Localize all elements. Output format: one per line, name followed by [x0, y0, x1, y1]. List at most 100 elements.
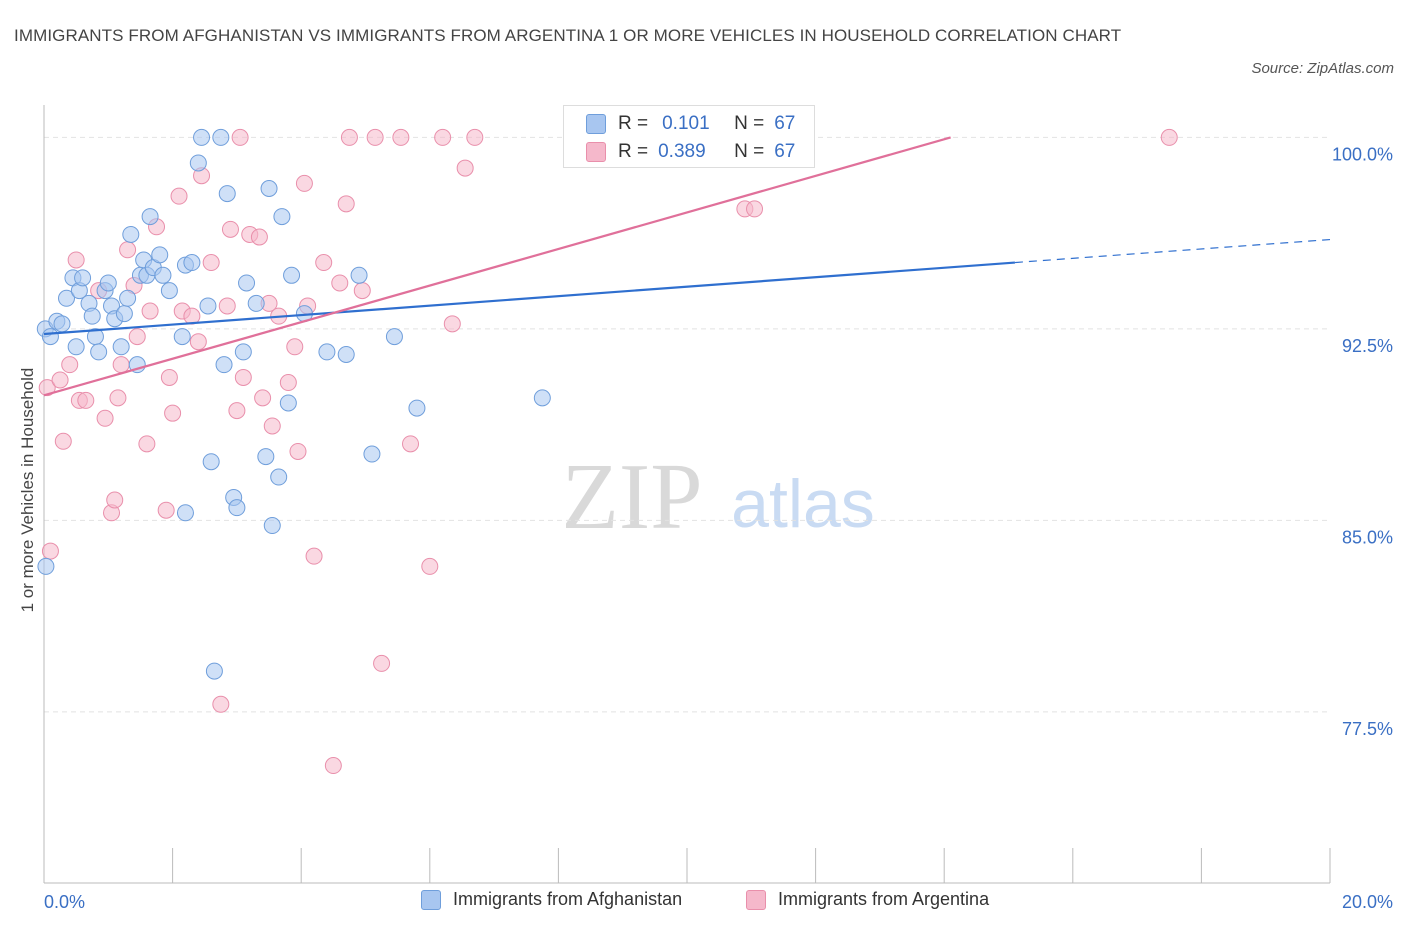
point-afghanistan-5: [58, 289, 76, 307]
point-argentina-35: [250, 228, 268, 246]
stats-row-afghanistan: R = 0.101 N = 67: [586, 111, 795, 137]
point-afghanistan-29: [154, 266, 172, 284]
point-argentina-15: [128, 328, 146, 346]
point-argentina-5: [67, 251, 85, 269]
point-afghanistan-57: [350, 266, 368, 284]
data-points: [36, 128, 1178, 775]
point-argentina-58: [443, 315, 461, 333]
point-afghanistan-46: [247, 294, 265, 312]
point-argentina-55: [402, 435, 420, 453]
point-argentina-11: [106, 491, 124, 509]
trend-line-afghanistan: [43, 261, 1016, 336]
point-afghanistan-38: [205, 662, 223, 680]
trend-line-afghanistan-extension: [1014, 238, 1331, 264]
legend-label-argentina: Immigrants from Argentina: [778, 889, 990, 909]
point-argentina-4: [61, 356, 79, 374]
point-afghanistan-51: [273, 208, 291, 226]
point-argentina-3: [54, 432, 72, 450]
stats-r-value-argentina: 0.389: [658, 141, 706, 162]
point-afghanistan-50: [270, 468, 288, 486]
stats-r-value-afghanistan: 0.101: [662, 113, 710, 134]
stats-row-argentina: R = 0.389 N = 67: [586, 139, 795, 165]
point-afghanistan-26: [141, 208, 159, 226]
point-argentina-41: [286, 338, 304, 356]
point-argentina-47: [324, 757, 342, 775]
afghanistan-swatch: [586, 114, 606, 134]
legend-item-afghanistan[interactable]: Immigrants from Afghanistan: [421, 889, 682, 910]
point-afghanistan-21: [122, 225, 140, 243]
point-afghanistan-6: [67, 338, 85, 356]
point-afghanistan-4: [53, 315, 71, 333]
point-afghanistan-9: [74, 269, 92, 287]
point-argentina-52: [366, 128, 384, 146]
point-argentina-28: [212, 695, 230, 713]
point-argentina-7: [77, 391, 95, 409]
point-afghanistan-61: [533, 389, 551, 407]
point-afghanistan-31: [173, 328, 191, 346]
axes: [43, 105, 1331, 884]
y-tick-label-0: 100.0%: [1332, 144, 1393, 164]
legend-label-afghanistan: Immigrants from Afghanistan: [453, 889, 683, 909]
stats-n-label-argentina: N =: [734, 141, 765, 162]
stats-r-label-afghanistan: R =: [618, 113, 649, 134]
point-argentina-13: [119, 241, 137, 259]
point-argentina-33: [234, 368, 252, 386]
point-argentina-38: [263, 417, 281, 435]
trend-lines: [43, 136, 1331, 397]
point-afghanistan-11: [83, 307, 101, 325]
point-afghanistan-55: [318, 343, 336, 361]
stats-n-value-argentina: 67: [774, 141, 796, 162]
point-afghanistan-1: [37, 557, 55, 575]
point-argentina-46: [315, 254, 333, 272]
point-afghanistan-37: [202, 453, 220, 471]
point-argentina-45: [305, 547, 323, 565]
point-afghanistan-60: [408, 399, 426, 417]
point-afghanistan-19: [115, 305, 133, 323]
point-argentina-40: [279, 374, 297, 392]
grid: [44, 136, 1330, 713]
point-afghanistan-62: [176, 504, 194, 522]
point-afghanistan-33: [183, 254, 201, 272]
point-afghanistan-15: [99, 274, 117, 292]
point-argentina-57: [434, 128, 452, 146]
x-tick-label-1: 20.0%: [1342, 892, 1393, 912]
point-afghanistan-39: [212, 128, 230, 146]
point-argentina-36: [254, 389, 272, 407]
watermark-atlas: atlas: [731, 466, 875, 542]
point-afghanistan-20: [119, 289, 137, 307]
point-argentina-30: [221, 220, 239, 238]
point-afghanistan-45: [238, 274, 256, 292]
point-argentina-49: [337, 195, 355, 213]
point-afghanistan-52: [279, 394, 297, 412]
point-argentina-22: [170, 187, 188, 205]
point-argentina-64: [746, 200, 764, 218]
y-tick-label-3: 77.5%: [1342, 719, 1393, 739]
point-argentina-0: [38, 379, 56, 397]
point-argentina-31: [228, 402, 246, 420]
legend-item-argentina[interactable]: Immigrants from Argentina: [746, 889, 989, 910]
point-argentina-29: [218, 297, 236, 315]
argentina-swatch: [586, 142, 606, 162]
point-argentina-9: [96, 409, 114, 427]
point-argentina-59: [456, 159, 474, 177]
point-afghanistan-53: [283, 266, 301, 284]
chart-title: IMMIGRANTS FROM AFGHANISTAN VS IMMIGRANT…: [14, 26, 1122, 45]
point-afghanistan-56: [337, 345, 355, 363]
point-argentina-27: [202, 254, 220, 272]
point-afghanistan-49: [263, 517, 281, 535]
point-argentina-54: [392, 128, 410, 146]
point-afghanistan-13: [90, 343, 108, 361]
y-tick-label-2: 85.0%: [1342, 527, 1393, 547]
point-argentina-17: [141, 302, 159, 320]
point-argentina-50: [340, 128, 358, 146]
trend-line-argentina: [43, 136, 951, 397]
point-afghanistan-47: [257, 448, 275, 466]
point-argentina-21: [164, 404, 182, 422]
watermark-zip: ZIP: [562, 445, 703, 549]
stats-n-label-afghanistan: N =: [734, 113, 765, 134]
point-argentina-12: [112, 356, 130, 374]
point-afghanistan-34: [189, 154, 207, 172]
legend-swatch-argentina: [746, 889, 766, 910]
y-tick-label-1: 92.5%: [1342, 336, 1393, 356]
